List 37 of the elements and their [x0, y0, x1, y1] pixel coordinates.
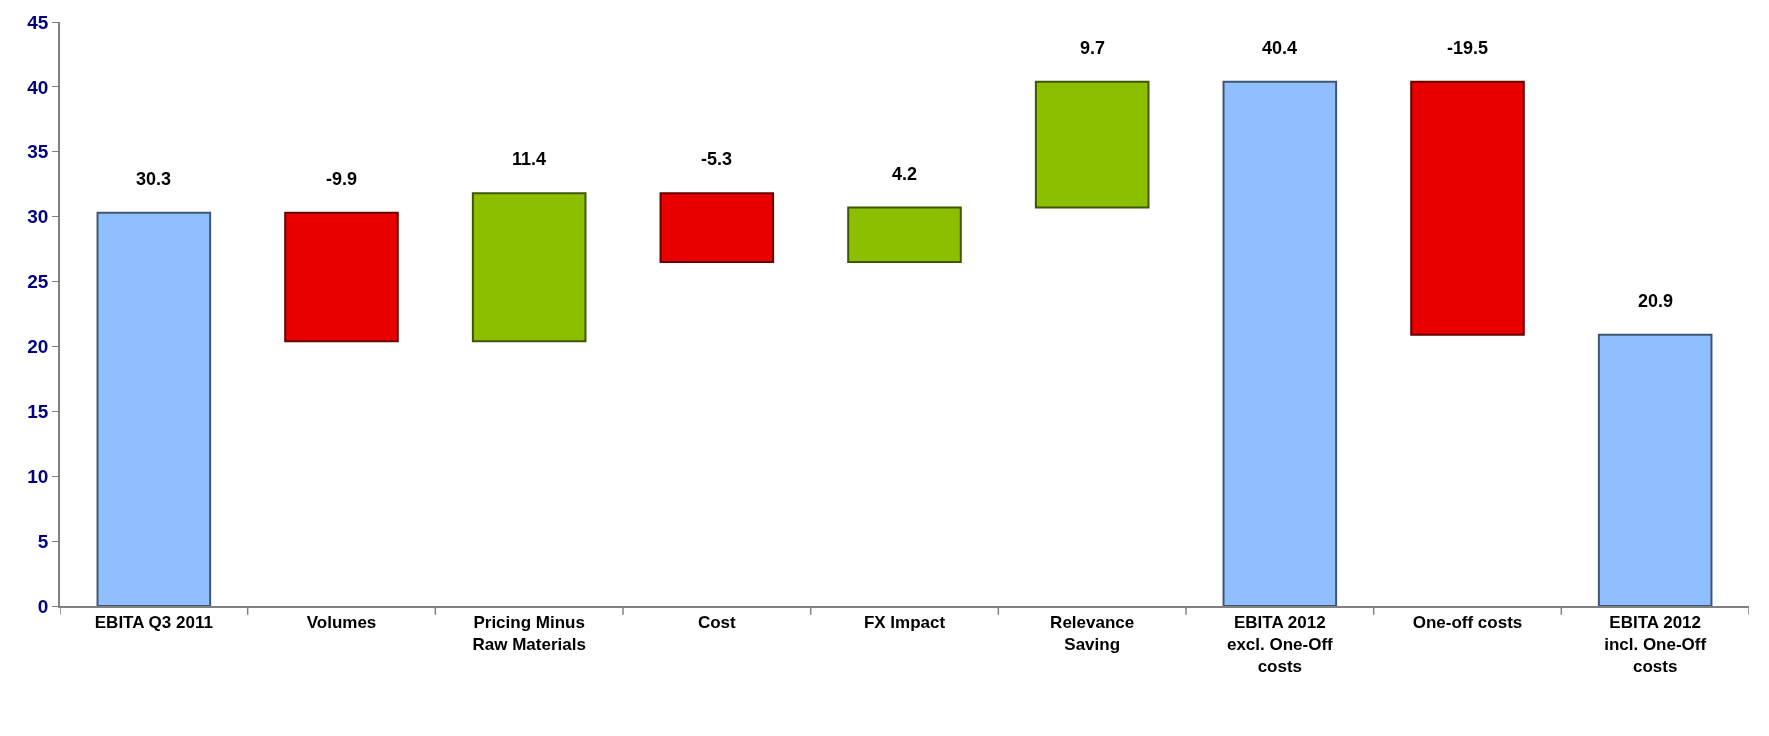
bar	[1410, 80, 1525, 336]
bar	[471, 192, 587, 343]
y-tick-label: 35	[27, 141, 49, 163]
x-tick-label: Cost	[697, 613, 737, 633]
x-tick-label: EBITA 2012 incl. One-Off costs	[1604, 613, 1707, 677]
x-tick-label: EBITA Q3 2011	[94, 613, 213, 633]
data-label: 4.2	[892, 164, 918, 184]
bar	[1034, 80, 1150, 209]
x-tick-label: FX Impact	[863, 613, 946, 633]
bar	[847, 206, 962, 264]
bar	[1597, 333, 1713, 606]
bar	[284, 211, 399, 343]
y-tick-label: 5	[37, 530, 49, 552]
data-label: 20.9	[1638, 291, 1674, 311]
data-label: -5.3	[701, 149, 733, 169]
data-label: 40.4	[1262, 38, 1298, 58]
x-tick-label: EBITA 2012 excl. One-Off costs	[1226, 613, 1334, 677]
bar	[659, 192, 775, 264]
y-tick-label: 25	[27, 271, 49, 293]
bar	[96, 211, 212, 606]
y-tick-label: 0	[37, 595, 49, 617]
x-tick-label: One-off costs	[1412, 613, 1523, 633]
y-tick-label: 40	[27, 76, 49, 98]
y-tick-label: 45	[27, 11, 49, 33]
data-label: 9.7	[1080, 38, 1106, 58]
data-label: 30.3	[136, 169, 172, 189]
data-label: -9.9	[326, 169, 358, 189]
x-tick-label: Relevance Saving	[1050, 613, 1135, 655]
y-tick-label: 20	[27, 336, 49, 358]
x-tick-label: Volumes	[306, 613, 377, 633]
y-tick-label: 30	[27, 206, 49, 228]
y-tick-label: 15	[27, 400, 49, 422]
y-tick-label: 10	[27, 465, 49, 487]
bar	[1222, 80, 1338, 606]
data-label: 11.4	[512, 149, 547, 169]
x-tick-label: Pricing Minus Raw Materials	[472, 613, 586, 655]
data-label: -19.5	[1447, 38, 1489, 58]
